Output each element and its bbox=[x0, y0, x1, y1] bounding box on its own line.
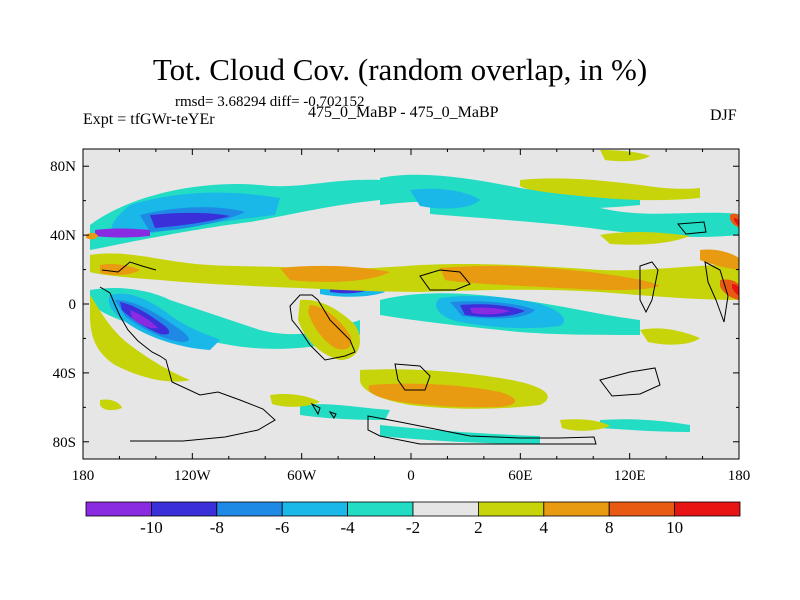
colorbar-label-5: 2 bbox=[474, 518, 483, 537]
y-axis: 80N 40N 0 40S 80S bbox=[50, 159, 739, 451]
east-asia-coast bbox=[677, 221, 707, 235]
x-tick-label-3: 0 bbox=[407, 468, 415, 484]
contour-region-44 bbox=[734, 218, 739, 226]
colorbar-swatch-6 bbox=[477, 501, 545, 517]
colorbar-swatch-1 bbox=[150, 501, 218, 517]
contour-region-22 bbox=[470, 307, 510, 315]
x-tick-label-5: 120E bbox=[614, 468, 646, 484]
contour-region-20 bbox=[95, 228, 150, 238]
colorbar-label-0: -10 bbox=[140, 518, 163, 537]
colorbar-swatch-9 bbox=[674, 501, 741, 517]
contour-region-29 bbox=[100, 399, 122, 411]
contour-region-2 bbox=[430, 188, 739, 238]
season-label: DJF bbox=[710, 107, 737, 124]
contour-region-28 bbox=[600, 150, 650, 162]
contour-region-7 bbox=[600, 419, 690, 432]
colorbar-label-8: 10 bbox=[666, 518, 683, 537]
x-tick-label-4: 60E bbox=[508, 468, 532, 484]
x-axis: 180 120W 60W 0 60E 120E 180 bbox=[72, 149, 751, 484]
colorbar-label-1: -8 bbox=[210, 518, 224, 537]
colorbar-label-2: -6 bbox=[275, 518, 289, 537]
contour-region-43 bbox=[732, 284, 739, 296]
y-tick-label-1: 40N bbox=[50, 228, 76, 244]
y-tick-label-2: 0 bbox=[69, 297, 77, 313]
y-tick-label-0: 80N bbox=[50, 159, 76, 175]
colorbar-label-6: 4 bbox=[540, 518, 549, 537]
contour-region-39 bbox=[700, 249, 739, 270]
contour-region-31 bbox=[600, 232, 690, 245]
north-america-coast bbox=[101, 261, 157, 273]
colorbar-swatch-0 bbox=[85, 501, 152, 517]
southern-continent-coast bbox=[394, 363, 431, 391]
colorbar-swatch-3 bbox=[281, 501, 349, 517]
contour-region-33 bbox=[560, 419, 610, 431]
y-tick-label-4: 80S bbox=[53, 435, 76, 451]
pacific-island-coast bbox=[704, 261, 729, 323]
contour-region-24 bbox=[90, 295, 190, 382]
contour-region-30 bbox=[270, 393, 320, 407]
contour-region-38 bbox=[100, 263, 140, 275]
mediterranean-coast bbox=[419, 269, 471, 291]
colorbar-label-4: -2 bbox=[406, 518, 420, 537]
contour-region-32 bbox=[640, 328, 700, 345]
small-island-coast-2 bbox=[328, 411, 337, 419]
y-tick-label-3: 40S bbox=[53, 366, 76, 382]
x-tick-label-0: 180 bbox=[72, 468, 95, 484]
contour-region-36 bbox=[308, 305, 352, 350]
colorbar-swatch-5 bbox=[412, 501, 479, 517]
small-island-coast bbox=[310, 402, 321, 416]
contour-region-3 bbox=[90, 288, 360, 349]
australia-coast bbox=[599, 367, 661, 397]
coastlines bbox=[99, 221, 729, 445]
colorbar-swatch-8 bbox=[608, 501, 676, 517]
contour-region-27 bbox=[520, 178, 700, 201]
comparison-label: 475_0_MaBP - 475_0_MaBP bbox=[308, 104, 499, 121]
contour-region-34 bbox=[280, 265, 390, 282]
contour-region-11 bbox=[410, 188, 480, 209]
x-tick-label-2: 60W bbox=[287, 468, 317, 484]
africa-coast bbox=[289, 294, 356, 361]
chart-title: Tot. Cloud Cov. (random overlap, in %) bbox=[152, 52, 648, 87]
contour-region-21 bbox=[130, 310, 158, 329]
colorbar-swatch-4 bbox=[347, 501, 414, 517]
contour-fields bbox=[86, 150, 739, 444]
experiment-label: Expt = tfGWr-teYEr bbox=[83, 111, 215, 128]
x-tick-label-6: 180 bbox=[728, 468, 751, 484]
colorbar-label-3: -4 bbox=[341, 518, 356, 537]
contour-region-40 bbox=[86, 232, 98, 240]
colorbar-label-7: 8 bbox=[605, 518, 614, 537]
colorbar-swatch-7 bbox=[543, 501, 610, 517]
south-america-coast bbox=[99, 286, 276, 442]
contour-region-16 bbox=[150, 212, 230, 228]
x-tick-label-1: 120W bbox=[174, 468, 212, 484]
colorbar-swatch-2 bbox=[216, 501, 283, 517]
colorbar: -10 -8 -6 -4 -2 2 4 8 10 bbox=[85, 501, 741, 537]
asia-coast bbox=[639, 261, 659, 314]
stats-label: rmsd= 3.68294 diff= -0.702152 bbox=[175, 94, 365, 110]
contour-region-35 bbox=[440, 265, 660, 290]
antarctica-coast bbox=[367, 415, 597, 445]
